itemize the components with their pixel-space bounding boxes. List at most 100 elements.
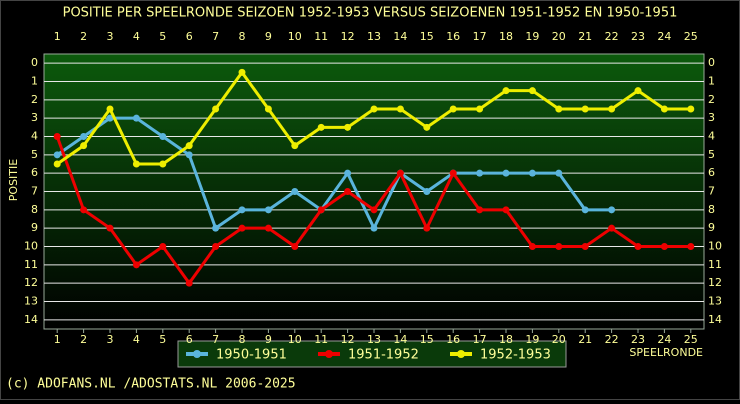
point <box>291 243 299 250</box>
legend-marker <box>457 350 465 358</box>
legend-label: 1950-1951 <box>216 348 287 363</box>
x-tick-label-top: 3 <box>107 30 114 43</box>
x-tick-label-top: 17 <box>473 30 487 43</box>
x-tick-label-top: 16 <box>446 30 460 43</box>
point <box>264 105 272 113</box>
point <box>291 142 299 150</box>
point <box>660 105 668 113</box>
point <box>555 105 563 113</box>
series-line <box>56 116 612 232</box>
y-tick-label: 4 <box>31 130 38 143</box>
y-tick-label: 7 <box>31 185 38 198</box>
x-tick-label: 13 <box>367 333 381 346</box>
x-tick-label-top: 15 <box>420 30 434 43</box>
x-tick-label: 22 <box>605 333 619 346</box>
legend <box>177 340 567 368</box>
x-tick-label-top: 20 <box>552 30 566 43</box>
point <box>634 243 642 250</box>
point <box>528 243 536 250</box>
y-tick-label: 9 <box>31 221 38 234</box>
y-tick-label-right: 4 <box>708 130 715 143</box>
x-tick-label: 3 <box>107 333 114 346</box>
y-tick-label: 8 <box>31 203 38 216</box>
x-tick-label: 19 <box>525 333 539 346</box>
point <box>449 105 457 113</box>
point <box>660 243 668 250</box>
y-tick-label-right: 14 <box>708 313 722 326</box>
y-tick-label: 13 <box>24 295 38 308</box>
legend-marker <box>325 350 333 358</box>
point <box>106 114 114 122</box>
point <box>502 87 510 95</box>
point <box>291 188 299 195</box>
x-tick-label-top: 1 <box>54 30 61 43</box>
point <box>238 224 246 232</box>
x-tick-label-top: 18 <box>499 30 513 43</box>
point <box>502 206 510 214</box>
x-tick-label-top: 25 <box>684 30 698 43</box>
point <box>212 105 220 113</box>
point <box>132 114 140 122</box>
y-tick-label-right: 13 <box>708 295 722 308</box>
x-tick-label-top: 13 <box>367 30 381 43</box>
x-tick-label-top: 10 <box>288 30 302 43</box>
point <box>370 105 378 113</box>
x-tick-label-top: 12 <box>341 30 355 43</box>
point <box>608 206 616 214</box>
point <box>159 160 167 168</box>
legend-marker <box>193 350 201 358</box>
x-tick-label-top: 11 <box>314 30 328 43</box>
point <box>370 206 378 214</box>
point <box>80 142 88 150</box>
y-tick-label: 2 <box>31 93 38 106</box>
point <box>555 169 563 177</box>
legend-label: 1951-1952 <box>348 348 419 363</box>
y-tick-label-right: 2 <box>708 93 715 106</box>
x-tick-label: 15 <box>420 333 434 346</box>
point <box>528 87 536 95</box>
point <box>476 105 484 113</box>
point <box>344 123 352 131</box>
point <box>396 169 404 177</box>
point <box>581 206 589 214</box>
point <box>317 206 325 214</box>
x-tick-label: 11 <box>314 333 328 346</box>
point <box>344 188 352 195</box>
x-tick-label-top: 21 <box>578 30 592 43</box>
point <box>159 243 167 250</box>
y-tick-label: 12 <box>24 276 38 289</box>
footer: (c) ADOFANS.NL /ADOSTATS.NL 2006-2025 <box>6 377 296 392</box>
point <box>581 105 589 113</box>
point <box>185 151 193 159</box>
x-tick-label: 18 <box>499 333 513 346</box>
x-tick-label-top: 9 <box>265 30 272 43</box>
y-tick-label: 3 <box>31 111 38 124</box>
x-tick-label: 5 <box>159 333 166 346</box>
y-tick-label-right: 11 <box>708 258 722 271</box>
x-tick-label-top: 8 <box>239 30 246 43</box>
chart-title: POSITIE PER SPEELRONDE SEIZOEN 1952-1953… <box>63 6 678 21</box>
point <box>370 224 378 232</box>
x-tick-label: 23 <box>631 333 645 346</box>
y-tick-label-right: 0 <box>708 56 715 69</box>
x-axis-label: SPEELRONDE <box>629 346 703 359</box>
point <box>476 206 484 214</box>
y-tick-label: 0 <box>31 56 38 69</box>
point <box>423 224 431 232</box>
point <box>132 261 140 269</box>
x-tick-label-top: 7 <box>212 30 219 43</box>
x-tick-label: 7 <box>212 333 219 346</box>
point <box>423 188 431 195</box>
x-tick-label: 6 <box>186 333 193 346</box>
y-tick-label: 11 <box>24 258 38 271</box>
point <box>106 105 114 113</box>
y-tick-label-right: 5 <box>708 148 715 161</box>
point <box>608 105 616 113</box>
point <box>449 169 457 177</box>
y-tick-label: 1 <box>31 75 38 88</box>
point <box>53 151 61 159</box>
x-tick-label-top: 6 <box>186 30 193 43</box>
point <box>687 105 695 113</box>
x-tick-label-top: 24 <box>657 30 671 43</box>
